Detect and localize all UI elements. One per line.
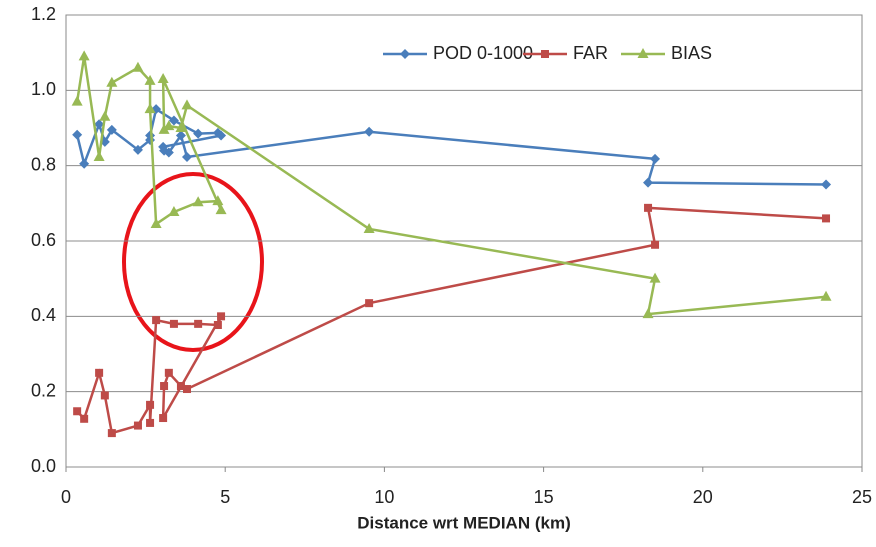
point xyxy=(176,382,185,391)
point xyxy=(820,290,832,301)
point xyxy=(651,240,660,249)
point xyxy=(100,391,109,400)
point xyxy=(168,205,180,216)
point xyxy=(175,122,187,132)
series-line xyxy=(75,56,827,316)
x-axis-title: Distance wrt MEDIAN (km) xyxy=(357,513,570,532)
x-tick-label: 5 xyxy=(220,487,230,507)
point xyxy=(133,421,142,430)
point xyxy=(649,272,661,283)
legend-marker xyxy=(637,48,649,58)
legend-label: BIAS xyxy=(671,43,712,63)
y-tick-label: 1.2 xyxy=(31,4,56,24)
point xyxy=(194,319,203,328)
series-line xyxy=(75,107,827,186)
point xyxy=(365,299,374,308)
y-tick-label: 0.6 xyxy=(31,230,56,250)
point xyxy=(642,308,654,319)
x-tick-label: 25 xyxy=(852,487,872,507)
point xyxy=(163,120,175,131)
point xyxy=(169,319,178,328)
highlight-ellipse xyxy=(122,172,264,352)
point xyxy=(213,320,222,329)
y-tick-label: 0.2 xyxy=(31,380,56,400)
point xyxy=(146,400,155,409)
point xyxy=(78,50,90,61)
point xyxy=(163,147,174,158)
x-tick-label: 15 xyxy=(534,487,554,507)
point xyxy=(822,214,831,223)
point xyxy=(152,316,161,325)
point xyxy=(181,99,193,110)
point xyxy=(146,418,155,427)
point xyxy=(212,195,224,206)
point xyxy=(144,74,156,85)
point xyxy=(106,76,118,87)
point xyxy=(650,153,661,164)
point xyxy=(160,382,169,391)
legend-label: POD 0-1000 xyxy=(433,43,533,63)
point xyxy=(144,103,156,114)
y-tick-label: 0.4 xyxy=(31,305,56,325)
point xyxy=(192,196,204,207)
point xyxy=(95,368,104,377)
point xyxy=(217,312,226,321)
point xyxy=(364,126,375,137)
point xyxy=(168,115,179,126)
point xyxy=(363,222,375,233)
y-tick-label: 0.0 xyxy=(31,456,56,476)
point xyxy=(175,130,186,141)
x-tick-label: 0 xyxy=(61,487,71,507)
point xyxy=(193,128,204,139)
series-line xyxy=(76,206,827,435)
point xyxy=(106,124,117,135)
point xyxy=(644,203,653,212)
point xyxy=(643,177,654,188)
point xyxy=(821,179,832,190)
legend-marker xyxy=(541,50,549,58)
point xyxy=(132,144,143,155)
point xyxy=(80,414,89,423)
point xyxy=(150,218,162,229)
point xyxy=(99,110,111,121)
point xyxy=(164,368,173,377)
x-tick-label: 20 xyxy=(693,487,713,507)
point xyxy=(107,429,116,438)
point xyxy=(93,151,105,162)
point xyxy=(157,73,169,84)
point xyxy=(181,152,192,163)
point xyxy=(182,385,191,394)
point xyxy=(94,119,105,130)
point xyxy=(216,130,227,141)
point xyxy=(72,129,83,140)
legend-label: FAR xyxy=(573,43,608,63)
point xyxy=(71,95,83,106)
point xyxy=(159,414,168,423)
x-tick-label: 10 xyxy=(374,487,394,507)
y-tick-label: 1.0 xyxy=(31,79,56,99)
point xyxy=(73,407,82,416)
y-tick-label: 0.8 xyxy=(31,154,56,174)
point xyxy=(215,204,227,215)
legend-marker xyxy=(400,49,410,59)
point xyxy=(79,158,90,169)
point xyxy=(132,61,144,72)
